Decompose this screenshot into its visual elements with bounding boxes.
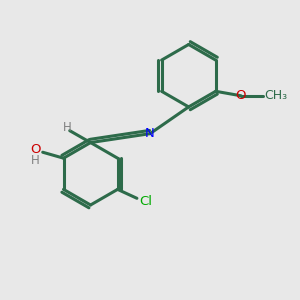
Text: Cl: Cl: [139, 195, 152, 208]
Text: N: N: [145, 127, 155, 140]
Text: H: H: [62, 121, 71, 134]
Text: O: O: [236, 89, 246, 102]
Text: H: H: [31, 154, 40, 167]
Text: O: O: [30, 143, 40, 156]
Text: CH₃: CH₃: [264, 89, 287, 102]
